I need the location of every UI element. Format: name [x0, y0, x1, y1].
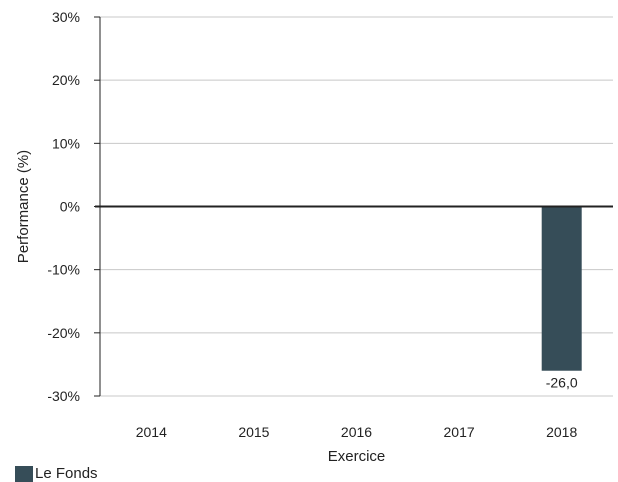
x-tick-label: 2018 [546, 424, 577, 440]
x-axis-title: Exercice [328, 448, 386, 465]
bar [541, 206, 582, 371]
y-tick-label: -10% [47, 262, 80, 278]
x-tick-label: 2017 [444, 424, 475, 440]
legend-label: Le Fonds [35, 465, 98, 482]
x-tick-label: 2015 [238, 424, 269, 440]
legend-swatch [15, 466, 33, 482]
data-label: -26,0 [546, 375, 578, 391]
x-tick-label: 2014 [136, 424, 167, 440]
x-tick-label: 2016 [341, 424, 372, 440]
legend: Le Fonds [15, 466, 98, 482]
y-tick-label: -20% [47, 325, 80, 341]
y-tick-label: 30% [52, 9, 80, 25]
y-tick-label: 10% [52, 135, 80, 151]
y-axis-title: Performance (%) [15, 150, 32, 263]
y-tick-label: 20% [52, 72, 80, 88]
y-tick-label: 0% [60, 199, 80, 215]
y-tick-label: -30% [47, 388, 80, 404]
